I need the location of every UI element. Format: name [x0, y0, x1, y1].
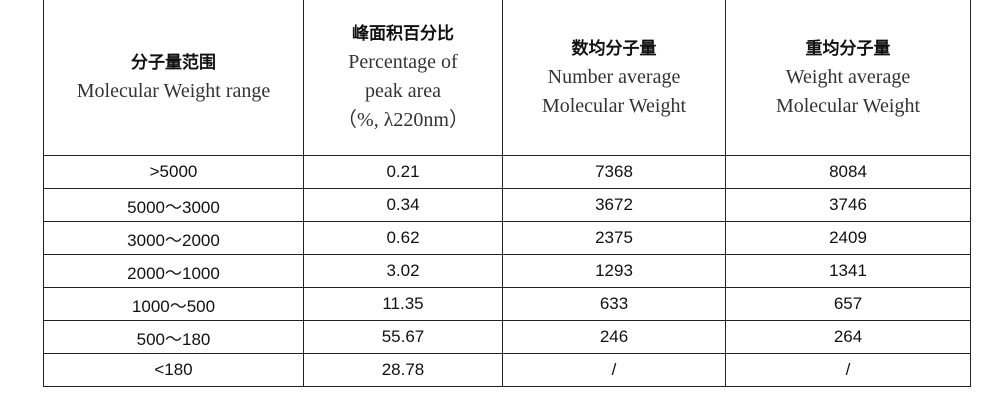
header-en: （%, λ220nm）	[337, 109, 469, 131]
data-cell: 2375	[502, 221, 726, 255]
header-en: Percentage of	[348, 51, 458, 73]
data-cell: 0.62	[303, 221, 503, 255]
data-cell: 3.02	[303, 254, 503, 288]
data-row: 1000～500 11.35 633 657	[43, 287, 971, 321]
data-cell: 5000～3000	[43, 188, 304, 222]
data-cell: 1341	[725, 254, 971, 288]
header-zh: 峰面积百分比	[352, 24, 454, 44]
data-cell: 1000～500	[43, 287, 304, 321]
header-en: peak area	[364, 80, 442, 102]
data-cell: 11.35	[303, 287, 503, 321]
data-row: <180 28.78//	[43, 353, 971, 387]
data-row: 2000～1000 3.02 1293 1341	[43, 254, 971, 288]
data-cell: 0.21	[303, 155, 503, 189]
data-cell: 55.67	[303, 320, 503, 354]
data-row: 3000～2000 0.62 2375 2409	[43, 221, 971, 255]
header-cell: 数均分子量 Number average Molecular Weight	[502, 0, 726, 156]
data-cell: 3746	[725, 188, 971, 222]
data-cell: 1293	[502, 254, 726, 288]
data-cell: 633	[502, 287, 726, 321]
header-en: Molecular Weight	[775, 94, 921, 117]
data-row: >5000 0.21 7368 8084	[43, 155, 971, 189]
data-cell: 28.78	[303, 353, 503, 387]
data-cell: 7368	[502, 155, 726, 189]
header-row: 分子量范围 Molecular Weight range 峰面积百分比 Percent…	[43, 0, 971, 156]
data-cell: 2409	[725, 221, 971, 255]
data-cell: /	[502, 353, 726, 387]
header-cell: 重均分子量 Weight average Molecular Weight	[725, 0, 971, 156]
data-cell: <180	[43, 353, 304, 387]
data-cell: 2000～1000	[43, 254, 304, 288]
header-cell: 分子量范围 Molecular Weight range	[43, 0, 304, 156]
data-cell: 246	[502, 320, 726, 354]
header-en: Number average	[547, 65, 681, 88]
header-zh: 数均分子量	[571, 38, 657, 59]
header-en: Weight average	[785, 65, 911, 88]
header-cell: 峰面积百分比 Percentage of peak area （%, λ220nm）	[303, 0, 503, 156]
data-cell: 3672	[502, 188, 726, 222]
data-cell: /	[725, 353, 971, 387]
data-cell: 0.34	[303, 188, 503, 222]
header-zh: 重均分子量	[805, 38, 891, 59]
data-cell: 657	[725, 287, 971, 321]
header-en: Molecular Weight range	[76, 80, 271, 102]
data-cell: 3000～2000	[43, 221, 304, 255]
data-cell: 8084	[725, 155, 971, 189]
header-en: Molecular Weight	[541, 94, 687, 117]
data-cell: 500～180	[43, 320, 304, 354]
data-row: 5000～3000 0.34 3672 3746	[43, 188, 971, 222]
data-cell: 264	[725, 320, 971, 354]
header-zh: 分子量范围	[131, 53, 216, 73]
data-table: 分子量范围 Molecular Weight range 峰面积百分比 Percent…	[43, 0, 971, 387]
data-cell: >5000	[43, 155, 304, 189]
data-row: 500～180 55.67 246 264	[43, 320, 971, 354]
table-body: 分子量范围 Molecular Weight range 峰面积百分比 Percent…	[43, 0, 971, 387]
